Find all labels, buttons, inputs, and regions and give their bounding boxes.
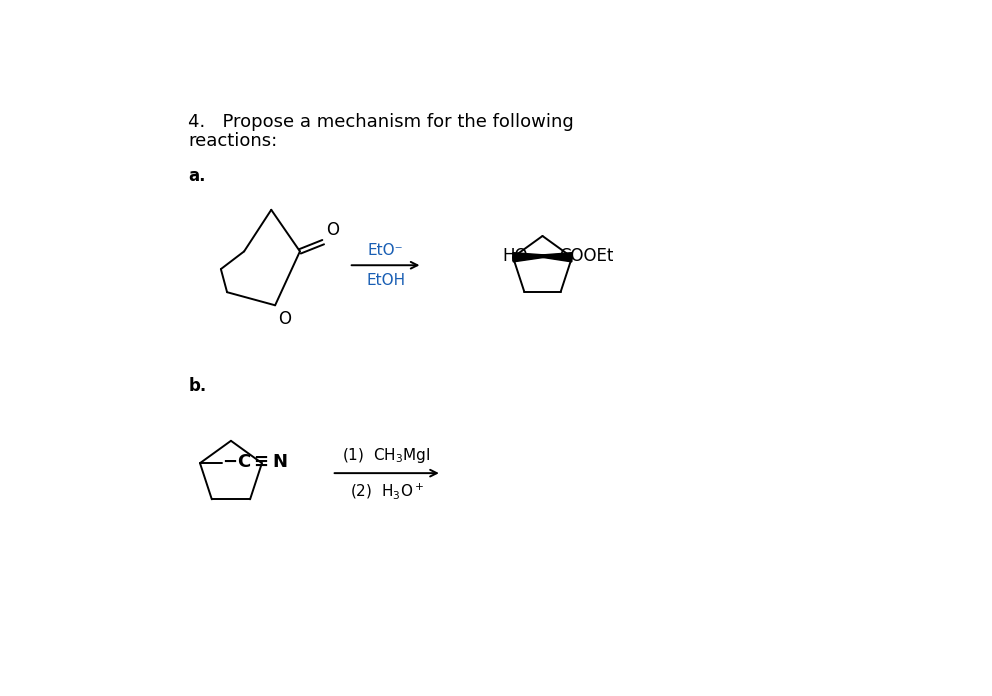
Polygon shape bbox=[532, 253, 572, 262]
Text: COOEt: COOEt bbox=[558, 246, 613, 264]
Text: (2)  H$_3$O$^+$: (2) H$_3$O$^+$ bbox=[349, 481, 424, 500]
Text: b.: b. bbox=[188, 377, 206, 395]
Text: a.: a. bbox=[188, 166, 205, 184]
Text: 4.   Propose a mechanism for the following: 4. Propose a mechanism for the following bbox=[188, 113, 574, 131]
Text: $\mathregular{-C{\equiv}N}$: $\mathregular{-C{\equiv}N}$ bbox=[222, 453, 289, 471]
Polygon shape bbox=[513, 253, 556, 262]
Text: O: O bbox=[278, 310, 292, 328]
Text: (1)  CH$_3$MgI: (1) CH$_3$MgI bbox=[342, 446, 432, 466]
Text: EtO⁻: EtO⁻ bbox=[368, 242, 404, 258]
Text: HO: HO bbox=[502, 246, 528, 264]
Text: O: O bbox=[326, 221, 339, 239]
Text: EtOH: EtOH bbox=[366, 273, 405, 288]
Text: reactions:: reactions: bbox=[188, 132, 278, 150]
